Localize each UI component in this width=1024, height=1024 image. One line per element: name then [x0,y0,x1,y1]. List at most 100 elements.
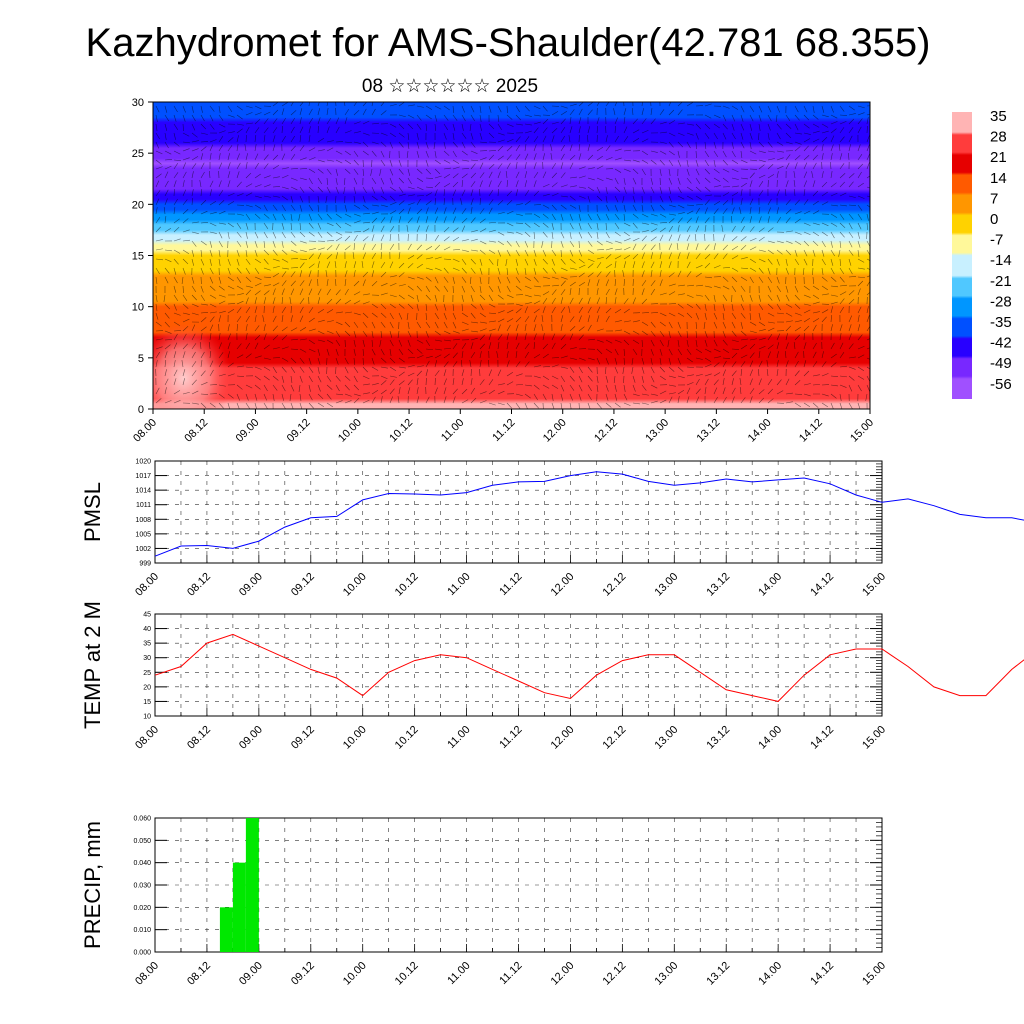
wind-vector [173,400,181,404]
wind-vector [488,320,496,323]
wind-vector [614,102,618,107]
wind-vector [254,267,260,274]
wind-vector [434,267,442,271]
wind-vector [227,309,235,314]
wind-vector [335,321,343,326]
wind-vector [533,308,540,314]
wind-vector [713,379,719,386]
wind-vector [443,303,447,311]
wind-vector [803,114,810,121]
wind-vector [461,105,465,113]
wind-vector [695,303,701,310]
wind-vector [371,396,376,404]
wind-vector [623,204,626,212]
wind-vector [785,123,792,129]
wind-vector [200,114,205,122]
wind-vector [200,132,208,135]
wind-vector [425,234,427,242]
wind-vector [704,348,712,353]
wind-vector [749,159,757,162]
wind-vector [398,303,405,309]
wind-vector [398,208,405,215]
wind-vector [479,208,485,215]
wind-vector [641,186,645,194]
wind-vector [272,288,276,296]
wind-vector [848,366,856,370]
wind-vector [613,375,616,383]
wind-vector [425,192,433,197]
wind-vector [155,173,162,179]
wind-vector [344,141,352,144]
wind-vector [524,384,532,387]
wind-vector [695,203,703,206]
wind-vector [200,222,208,224]
wind-vector [371,252,376,260]
wind-vector [362,312,369,318]
wind-vector [155,294,158,302]
wind-vector [677,109,683,116]
wind-vector [704,312,707,320]
wind-vector [362,339,365,347]
wind-vector [299,393,302,401]
wind-vector [281,135,286,143]
wind-vector [479,276,482,284]
wind-vector [173,351,177,359]
heatmap-xtick-label: 11.00 [439,417,466,444]
wind-vector [839,173,846,179]
wind-vector [272,213,277,221]
xtick-label: 15.00 [860,960,888,988]
wind-vector [848,213,854,220]
colorbar-tick-label: 14 [990,170,1007,187]
wind-vector [749,216,753,224]
wind-vector [614,135,619,143]
wind-vector [227,285,235,290]
wind-vector [605,157,613,161]
wind-vector [452,207,457,215]
wind-vector [542,249,547,257]
wind-vector [227,114,235,118]
wind-vector [704,253,711,260]
wind-vector [497,180,502,188]
wind-vector [263,163,269,170]
wind-vector [209,240,213,248]
wind-vector [758,312,761,320]
wind-vector [641,288,645,296]
wind-vector [776,105,781,113]
wind-vector [767,321,775,324]
wind-vector [605,204,610,212]
wind-vector [290,117,295,125]
wind-vector [281,231,286,239]
wind-vector [191,276,195,284]
wind-vector [380,396,383,404]
wind-vector [227,258,231,266]
wind-vector [191,402,199,405]
wind-vector [641,244,647,251]
wind-vector [722,285,730,290]
wind-vector [380,303,387,310]
wind-vector [694,234,697,242]
wind-vector [776,171,779,179]
wind-vector [263,127,269,134]
wind-vector [722,378,725,386]
wind-vector [767,388,774,395]
ytick-label: 0.030 [133,883,151,890]
wind-vector [272,135,276,143]
wind-vector [236,384,243,390]
wind-vector [623,384,626,392]
wind-vector [614,177,619,185]
wind-vector [830,276,837,282]
wind-vector [713,372,721,377]
wind-vector [470,387,476,395]
wind-vector [209,139,217,143]
wind-vector [425,225,429,233]
wind-vector [344,168,351,174]
wind-vector [740,321,743,329]
wind-vector [704,217,710,224]
wind-vector [812,301,820,305]
wind-vector [497,324,501,332]
wind-vector [416,365,424,368]
wind-vector [794,294,800,301]
wind-vector [299,366,305,373]
wind-vector [227,393,234,399]
wind-vector [272,265,280,269]
